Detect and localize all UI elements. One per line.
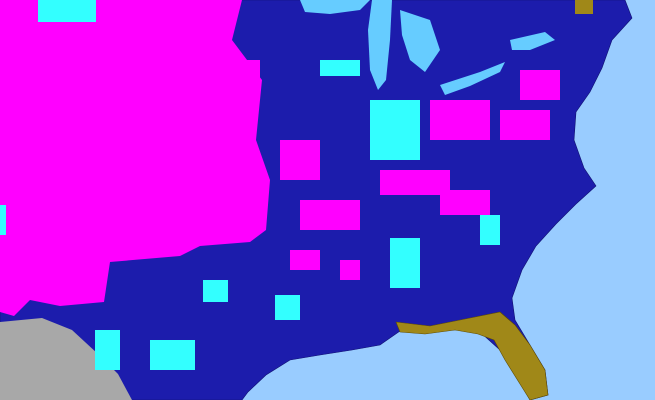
- great-lakes: [300, 0, 555, 95]
- patch: [0, 205, 6, 235]
- patch: [38, 0, 96, 22]
- magenta-patches: [230, 60, 560, 280]
- patch: [340, 260, 360, 280]
- patch: [95, 330, 120, 370]
- patch: [430, 100, 490, 140]
- patch: [320, 60, 360, 76]
- patch: [380, 170, 450, 195]
- mexico: [0, 318, 132, 400]
- lake-ontario: [510, 32, 555, 50]
- patch: [500, 110, 550, 140]
- lake-erie: [440, 62, 505, 95]
- lake-huron: [400, 10, 440, 72]
- lake-superior: [300, 0, 370, 14]
- patch: [440, 190, 490, 215]
- patch: [480, 215, 500, 245]
- magenta-region: [0, 0, 270, 316]
- patch: [275, 295, 300, 320]
- florida: [395, 311, 549, 400]
- patch: [150, 340, 195, 370]
- patch: [370, 100, 420, 160]
- patch: [390, 238, 420, 288]
- cyan-patches: [0, 0, 500, 370]
- region-patch: [575, 0, 593, 14]
- patch: [203, 280, 228, 302]
- patch: [520, 70, 560, 100]
- patch: [230, 60, 260, 100]
- lake-michigan: [368, 0, 392, 90]
- patch: [290, 250, 320, 270]
- patch: [280, 140, 320, 180]
- patch: [300, 200, 360, 230]
